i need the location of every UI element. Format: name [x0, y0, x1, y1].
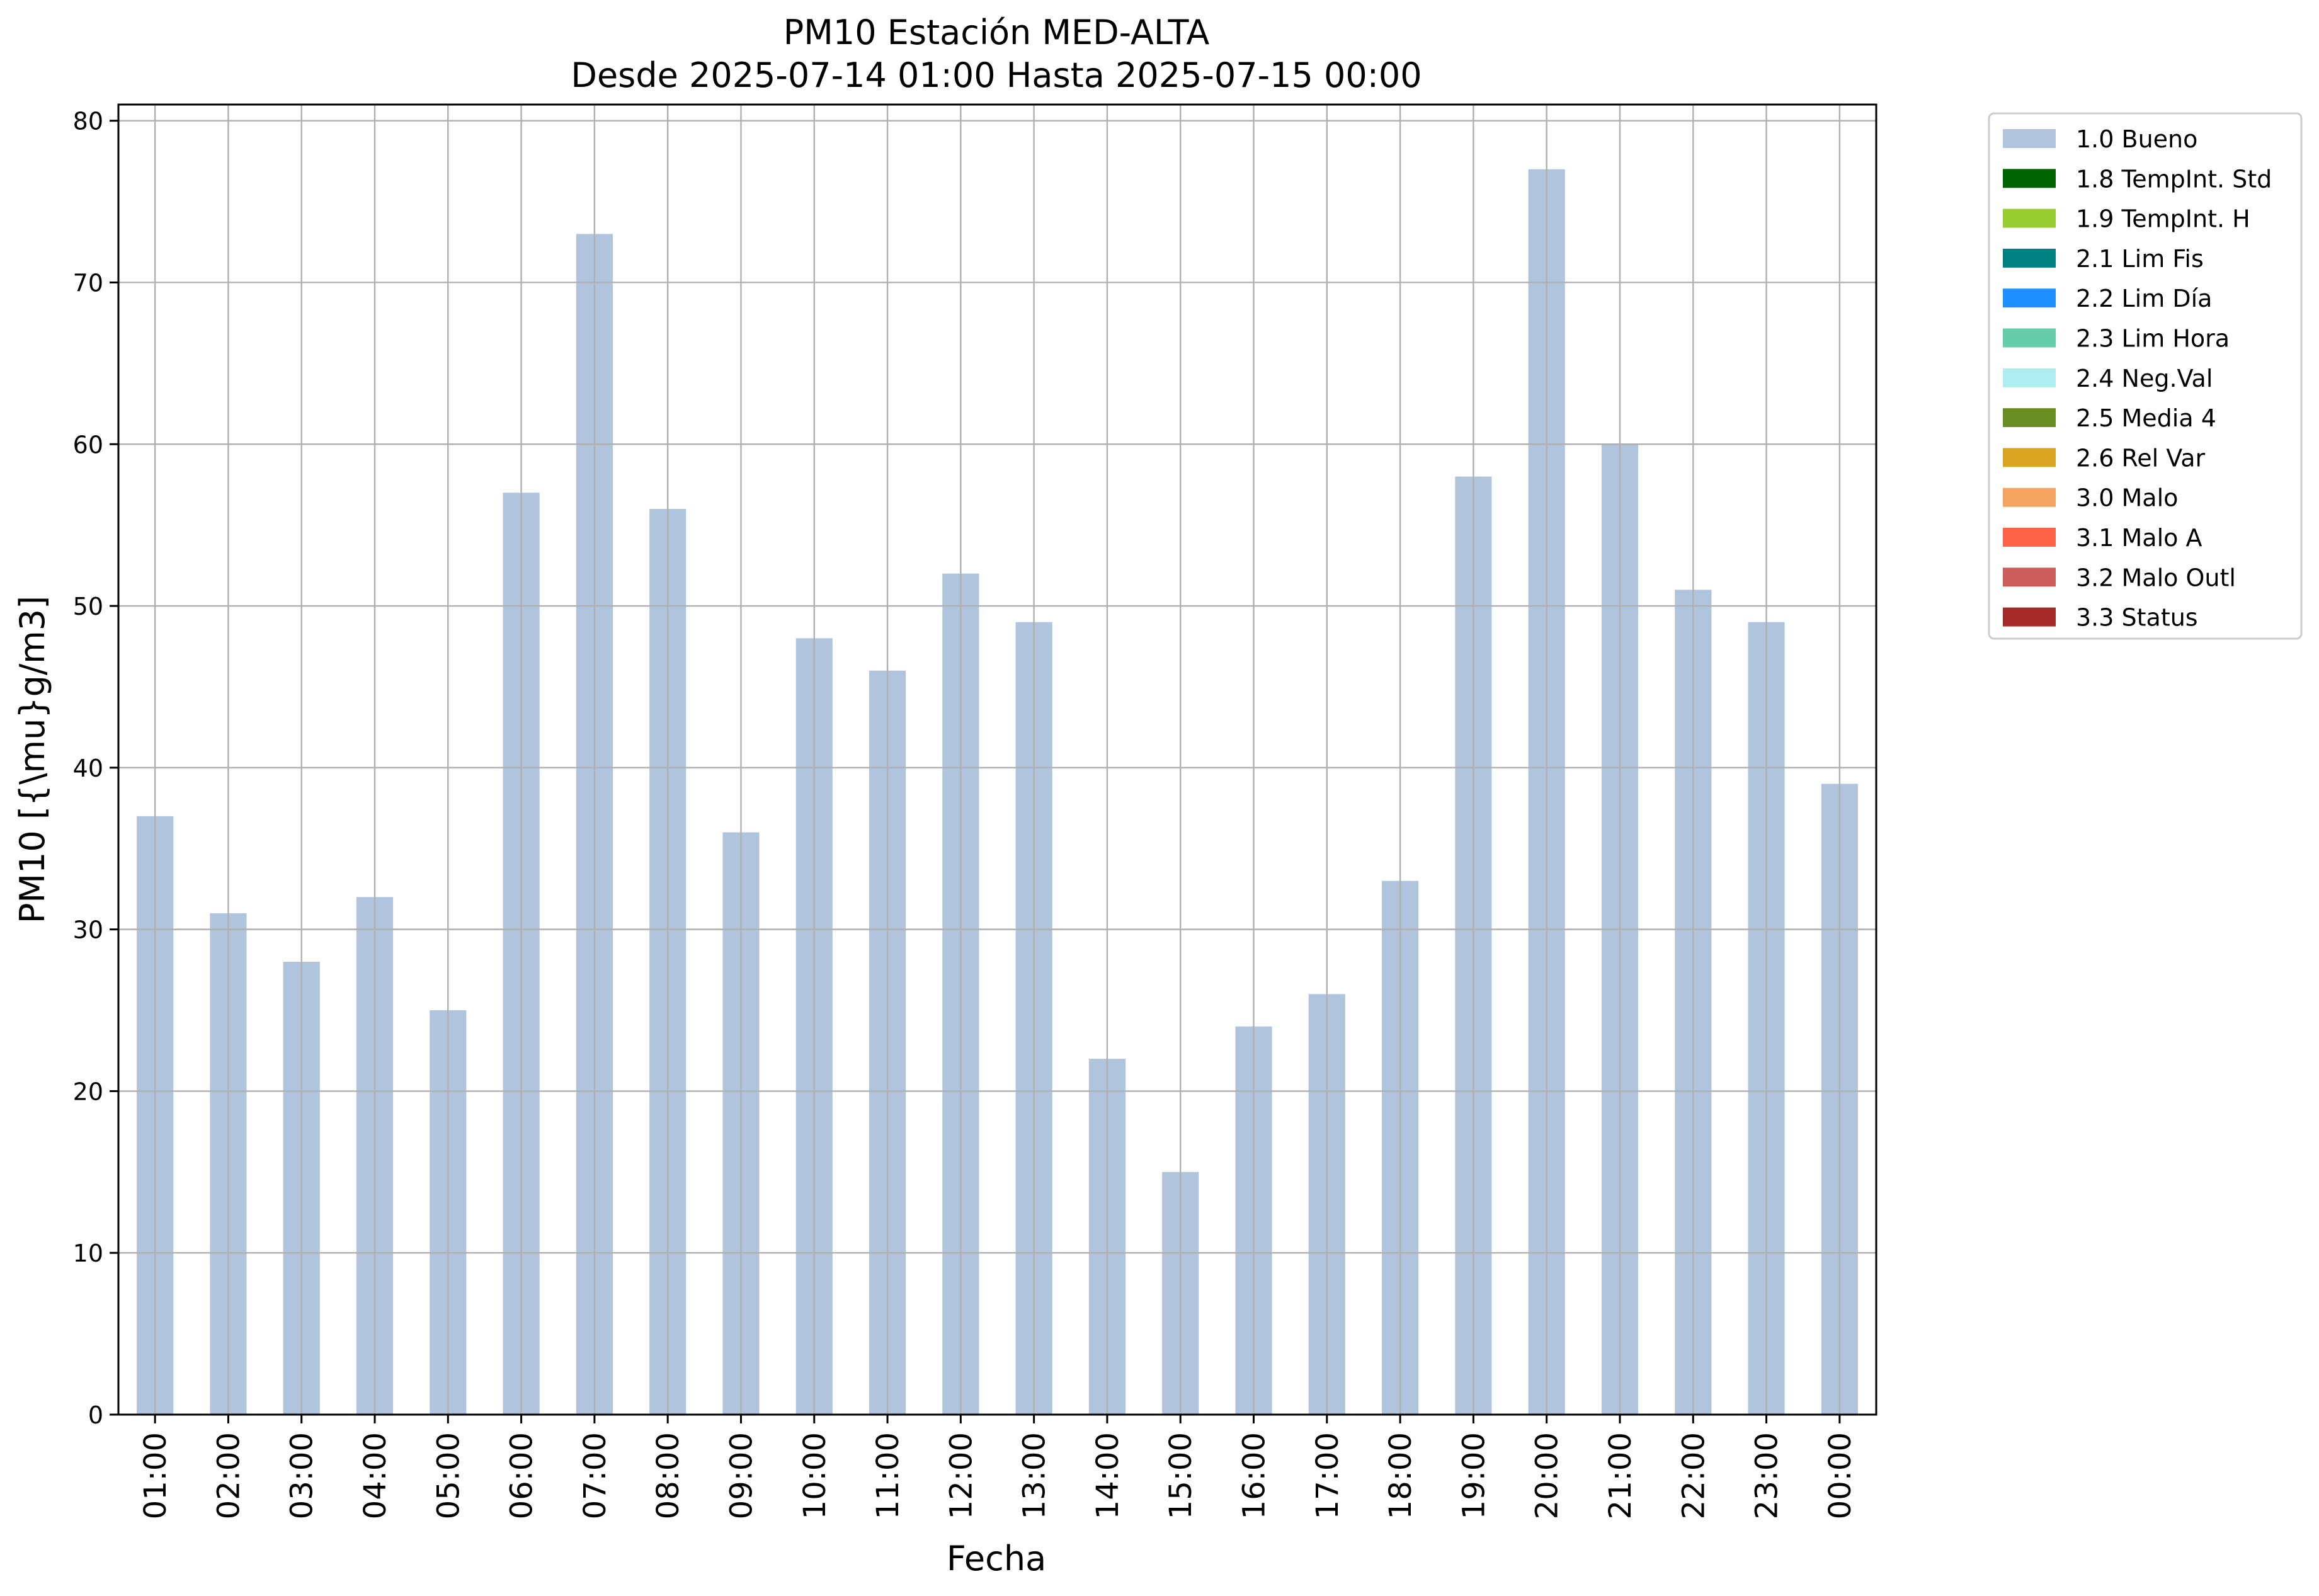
x-tick-label: 14:00 [1090, 1432, 1125, 1519]
legend-frame [1988, 112, 2303, 640]
legend-label: 3.0 Malo [2076, 484, 2178, 512]
plot-frame [117, 103, 1877, 1416]
legend-swatch [2003, 208, 2056, 228]
x-tick-label: 07:00 [578, 1432, 613, 1519]
x-tick-label: 20:00 [1530, 1432, 1565, 1519]
chart-subtitle: Desde 2025-07-14 01:00 Hasta 2025-07-15 … [571, 55, 1422, 95]
y-tick-label: 70 [73, 269, 103, 297]
y-tick-label: 80 [73, 108, 103, 135]
legend-label: 1.9 TempInt. H [2076, 205, 2250, 233]
x-tick-label: 08:00 [651, 1432, 686, 1519]
x-tick-label: 21:00 [1603, 1432, 1638, 1519]
x-tick-label: 05:00 [431, 1432, 466, 1519]
x-tick-label: 10:00 [797, 1432, 833, 1519]
y-axis: 0 10 20 30 40 50 60 70 80 [73, 108, 118, 1429]
x-tick-label: 02:00 [211, 1432, 246, 1519]
y-tick-label: 40 [73, 755, 103, 782]
x-axis-label: Fecha [947, 1539, 1046, 1578]
x-tick-label: 15:00 [1163, 1432, 1199, 1519]
x-tick-label: 00:00 [1823, 1432, 1858, 1519]
x-tick-label: 12:00 [943, 1432, 979, 1519]
y-tick-label: 60 [73, 431, 103, 459]
legend-label: 2.3 Lim Hora [2076, 325, 2230, 353]
chart-title: PM10 Estación MED-ALTA [783, 13, 1210, 52]
legend-label: 2.1 Lim Fis [2076, 245, 2204, 273]
legend-label: 3.1 Malo A [2076, 524, 2202, 552]
x-axis: 01:00 02:00 03:00 04:00 05:00 06:00 07:00 08:00… [138, 1415, 1858, 1519]
y-tick-label: 30 [73, 916, 103, 944]
x-tick-label: 09:00 [724, 1432, 759, 1519]
x-tick-label: 13:00 [1017, 1432, 1052, 1519]
legend-swatch [2003, 169, 2056, 188]
legend-swatch [2003, 368, 2056, 387]
legend-label: 1.0 Bueno [2076, 125, 2197, 153]
y-axis-label: PM10 [{\mu}g/m3] [13, 596, 52, 923]
x-tick-label: 19:00 [1456, 1432, 1491, 1519]
x-tick-label: 01:00 [138, 1432, 173, 1519]
legend: 1.0 Bueno 1.8 TempInt. Std 1.9 TempInt. H 2… [1988, 112, 2303, 640]
x-tick-label: 16:00 [1237, 1432, 1272, 1519]
legend-swatch [2003, 567, 2056, 587]
x-tick-label: 11:00 [870, 1432, 906, 1519]
legend-label: 2.6 Rel Var [2076, 444, 2206, 472]
legend-swatch [2003, 448, 2056, 467]
legend-swatch [2003, 248, 2056, 268]
x-tick-label: 23:00 [1750, 1432, 1785, 1519]
legend-swatch [2003, 607, 2056, 627]
legend-label: 2.5 Media 4 [2076, 404, 2216, 432]
legend-label: 3.3 Status [2076, 604, 2198, 632]
legend-swatch [2003, 487, 2056, 507]
y-tick-label: 0 [88, 1401, 103, 1429]
x-tick-label: 06:00 [504, 1432, 540, 1519]
legend-swatch [2003, 528, 2056, 547]
y-tick-label: 10 [73, 1240, 103, 1267]
x-tick-label: 18:00 [1383, 1432, 1418, 1519]
x-tick-label: 17:00 [1310, 1432, 1345, 1519]
x-tick-label: 03:00 [285, 1432, 320, 1519]
legend-swatch [2003, 408, 2056, 428]
legend-label: 3.2 Malo Outl [2076, 564, 2236, 591]
y-tick-label: 50 [73, 593, 103, 620]
legend-label: 2.2 Lim Día [2076, 285, 2212, 312]
legend-swatch [2003, 288, 2056, 308]
y-tick-label: 20 [73, 1078, 103, 1105]
x-tick-label: 22:00 [1676, 1432, 1711, 1519]
legend-swatch [2003, 129, 2056, 148]
legend-label: 2.4 Neg.Val [2076, 365, 2213, 392]
x-tick-label: 04:00 [358, 1432, 393, 1519]
legend-swatch [2003, 328, 2056, 348]
legend-label: 1.8 TempInt. Std [2076, 165, 2272, 193]
grid [118, 105, 1876, 1416]
